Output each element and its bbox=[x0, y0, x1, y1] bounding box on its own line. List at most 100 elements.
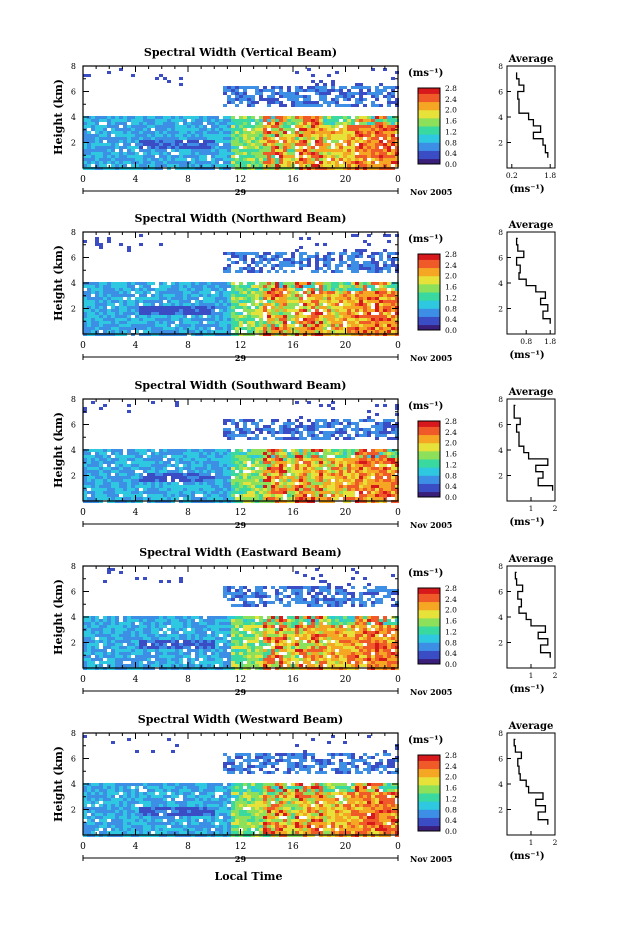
heatmap-cell bbox=[147, 285, 151, 288]
heatmap-cell bbox=[239, 258, 243, 261]
heatmap-cell bbox=[387, 104, 391, 107]
heatmap-cell bbox=[215, 152, 219, 155]
heatmap-cell bbox=[223, 149, 227, 152]
heatmap-cell bbox=[215, 125, 219, 128]
heatmap-cell bbox=[267, 303, 271, 306]
heatmap-cell bbox=[163, 282, 167, 285]
heatmap-cell bbox=[359, 315, 363, 318]
heatmap-cell bbox=[327, 131, 331, 134]
heatmap-cell bbox=[135, 464, 139, 467]
heatmap-cell bbox=[307, 131, 311, 134]
heatmap-cell bbox=[351, 422, 355, 425]
heatmap-cell bbox=[143, 288, 147, 291]
heatmap-cell bbox=[95, 330, 99, 333]
heatmap-cell bbox=[111, 318, 115, 321]
heatmap-cell bbox=[359, 267, 363, 270]
heatmap-cell bbox=[303, 452, 307, 455]
heatmap-cell bbox=[271, 264, 275, 267]
profile-x-label: (ms⁻¹) bbox=[509, 350, 544, 361]
heatmap-cell bbox=[215, 137, 219, 140]
heatmap-cell bbox=[215, 146, 219, 149]
heatmap-cell bbox=[355, 255, 359, 258]
heatmap-cell bbox=[95, 155, 99, 158]
heatmap-cell bbox=[251, 143, 255, 146]
heatmap-cell bbox=[335, 479, 339, 482]
heatmap-cell bbox=[267, 164, 271, 167]
heatmap-cell bbox=[339, 122, 343, 125]
heatmap-cell bbox=[251, 146, 255, 149]
heatmap-cell bbox=[183, 164, 187, 167]
heatmap-cell bbox=[223, 419, 227, 422]
heatmap-cell bbox=[235, 291, 239, 294]
heatmap-cell bbox=[315, 288, 319, 291]
colorbar-segment bbox=[418, 134, 440, 138]
heatmap-cell bbox=[299, 306, 303, 309]
heatmap-cell bbox=[387, 452, 391, 455]
heatmap-cell bbox=[319, 152, 323, 155]
heatmap-cell bbox=[363, 488, 367, 491]
heatmap-cell bbox=[391, 309, 395, 312]
heatmap-cell bbox=[143, 125, 147, 128]
heatmap-cell bbox=[307, 291, 311, 294]
heatmap-cell bbox=[203, 497, 207, 500]
heatmap-cell bbox=[247, 476, 251, 479]
heatmap-cell bbox=[395, 300, 399, 303]
heatmap-cell bbox=[131, 455, 135, 458]
heatmap-cell bbox=[391, 122, 395, 125]
heatmap-cell bbox=[239, 479, 243, 482]
heatmap-cell bbox=[151, 479, 155, 482]
heatmap-cell bbox=[259, 324, 263, 327]
heatmap-cell bbox=[95, 315, 99, 318]
heatmap-cell bbox=[91, 125, 95, 128]
heatmap-cell bbox=[331, 288, 335, 291]
heatmap-cell bbox=[219, 482, 223, 485]
heatmap-cell bbox=[127, 309, 131, 312]
heatmap-cell bbox=[207, 146, 211, 149]
heatmap-cell bbox=[339, 488, 343, 491]
heatmap-cell bbox=[263, 128, 267, 131]
heatmap-cell bbox=[307, 315, 311, 318]
colorbar-segment bbox=[418, 104, 440, 108]
heatmap-cell bbox=[327, 116, 331, 119]
heatmap-cell bbox=[211, 309, 215, 312]
heatmap-cell bbox=[115, 482, 119, 485]
heatmap-cell bbox=[395, 131, 399, 134]
heatmap-cell bbox=[379, 309, 383, 312]
heatmap-cell bbox=[359, 122, 363, 125]
heatmap-cell bbox=[303, 309, 307, 312]
heatmap-cell bbox=[379, 327, 383, 330]
heatmap-cell bbox=[119, 449, 123, 452]
heatmap-cell bbox=[191, 303, 195, 306]
heatmap-cell bbox=[323, 309, 327, 312]
heatmap-cell bbox=[111, 122, 115, 125]
heatmap-cell bbox=[139, 491, 143, 494]
heatmap-cell bbox=[231, 122, 235, 125]
heatmap-cell bbox=[383, 288, 387, 291]
heatmap-cell bbox=[119, 327, 123, 330]
heatmap-cell bbox=[107, 309, 111, 312]
heatmap-cell bbox=[203, 485, 207, 488]
heatmap-cell bbox=[339, 479, 343, 482]
heatmap-cell bbox=[195, 282, 199, 285]
heatmap-cell bbox=[387, 128, 391, 131]
heatmap-cell bbox=[275, 458, 279, 461]
heatmap-cell bbox=[151, 464, 155, 467]
colorbar-segment bbox=[418, 150, 440, 154]
heatmap-cell bbox=[279, 315, 283, 318]
colorbar-segment bbox=[418, 281, 440, 285]
heatmap-cell bbox=[155, 161, 159, 164]
heatmap-cell bbox=[351, 261, 355, 264]
heatmap-cell bbox=[191, 324, 195, 327]
heatmap-cell bbox=[227, 303, 231, 306]
heatmap-cell bbox=[355, 428, 359, 431]
heatmap-cell bbox=[163, 137, 167, 140]
heatmap-cell bbox=[267, 458, 271, 461]
heatmap-cell bbox=[107, 315, 111, 318]
heatmap-cell bbox=[123, 485, 127, 488]
heatmap-cell bbox=[135, 458, 139, 461]
heatmap-cell bbox=[319, 258, 323, 261]
heatmap-cell bbox=[239, 116, 243, 119]
heatmap-cell bbox=[375, 152, 379, 155]
heatmap-cell bbox=[351, 149, 355, 152]
heatmap-cell bbox=[351, 297, 355, 300]
